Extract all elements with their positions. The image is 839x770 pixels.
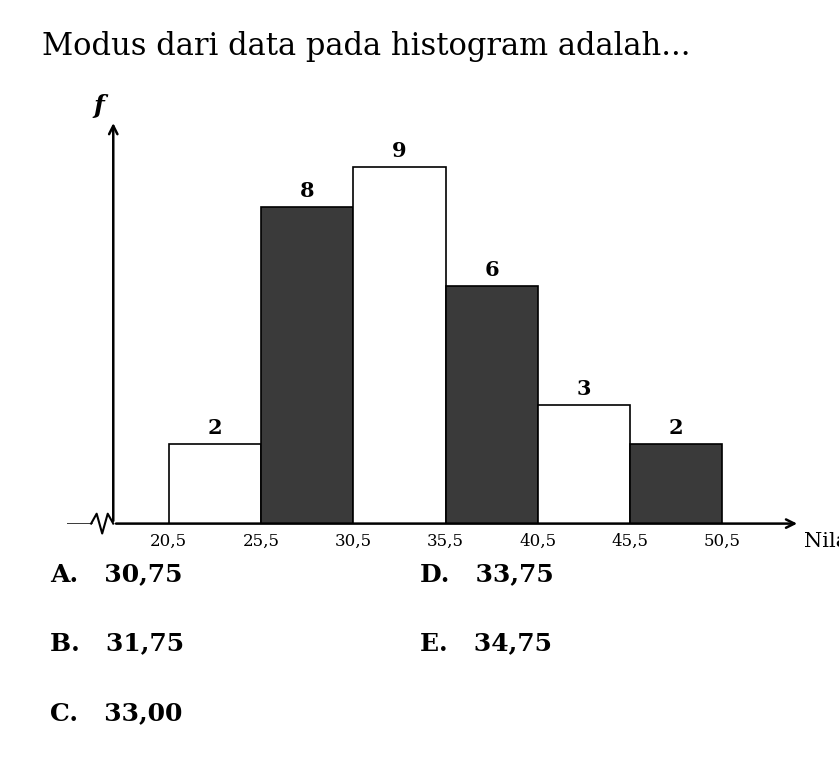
Text: 9: 9: [392, 141, 407, 161]
Text: 6: 6: [484, 260, 499, 280]
Text: 8: 8: [300, 181, 315, 201]
Bar: [169, 444, 261, 524]
Text: Modus dari data pada histogram adalah...: Modus dari data pada histogram adalah...: [42, 31, 690, 62]
Bar: [261, 207, 353, 524]
Bar: [538, 405, 630, 524]
Text: f: f: [93, 94, 104, 119]
Text: B.   31,75: B. 31,75: [50, 631, 185, 655]
Text: 2: 2: [207, 418, 222, 438]
Text: Nilai: Nilai: [804, 532, 839, 551]
Text: E.   34,75: E. 34,75: [420, 631, 551, 655]
Text: 3: 3: [576, 379, 591, 399]
Text: 2: 2: [669, 418, 684, 438]
Bar: [353, 167, 446, 524]
Text: D.   33,75: D. 33,75: [420, 562, 553, 586]
Bar: [630, 444, 722, 524]
Text: C.   33,00: C. 33,00: [50, 701, 183, 725]
Bar: [446, 286, 538, 524]
Text: A.   30,75: A. 30,75: [50, 562, 183, 586]
